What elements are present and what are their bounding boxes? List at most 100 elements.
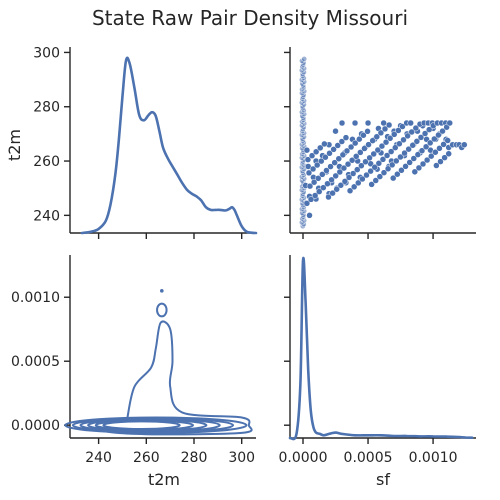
scatter-point bbox=[351, 119, 359, 127]
ytick-label-sf: 0.0005 bbox=[11, 354, 60, 370]
scatter-point bbox=[336, 168, 344, 176]
scatter-point bbox=[355, 179, 362, 187]
scatter-point bbox=[394, 170, 401, 178]
scatter-point bbox=[391, 131, 398, 138]
panel-t2m-kde: 240 260 280 300 bbox=[33, 45, 258, 239]
scatter-point bbox=[338, 138, 346, 145]
chart-title: State Raw Pair Density Missouri bbox=[92, 6, 408, 30]
scatter-point bbox=[310, 178, 318, 186]
panel-sf-kde: 0.0000 0.0005 0.0010 bbox=[279, 255, 476, 466]
scatter-point bbox=[328, 176, 335, 184]
scatter-point bbox=[376, 173, 384, 180]
ytick-label-sf: 0.0010 bbox=[11, 290, 60, 306]
scatter-point bbox=[404, 132, 411, 140]
panel-sf-vs-t2m-scatter bbox=[284, 47, 476, 239]
scatter-point bbox=[422, 143, 430, 151]
scatter-point bbox=[362, 158, 369, 166]
scatter-point bbox=[415, 164, 423, 172]
scatter-point bbox=[410, 155, 418, 162]
scatter-point bbox=[407, 119, 414, 127]
t2m-kde-curve bbox=[80, 56, 258, 235]
scatter-point bbox=[402, 163, 409, 170]
scatter-point bbox=[329, 189, 336, 197]
scatter-point bbox=[381, 125, 389, 133]
scatter-point bbox=[368, 181, 375, 188]
scatter-point bbox=[461, 141, 468, 149]
scatter-point bbox=[325, 193, 332, 201]
scatter-point bbox=[305, 169, 313, 177]
scatter-point bbox=[439, 127, 446, 135]
ytick-label-t2m: 260 bbox=[33, 154, 60, 170]
scatter-point bbox=[308, 152, 316, 159]
scatter-point bbox=[372, 177, 380, 184]
scatter-point bbox=[409, 142, 416, 149]
scatter-point bbox=[370, 150, 377, 158]
scatter-point bbox=[357, 149, 364, 156]
scatter-point bbox=[315, 188, 323, 195]
scatter-point bbox=[436, 145, 443, 152]
scatter-point bbox=[346, 187, 354, 194]
scatter-point bbox=[361, 145, 368, 152]
scatter-point bbox=[365, 141, 372, 148]
scatter-point bbox=[396, 140, 403, 147]
scatter-point bbox=[322, 153, 329, 161]
x-axis-label-right: sf bbox=[376, 470, 390, 489]
scatter-point bbox=[398, 167, 405, 174]
scatter-point bbox=[330, 146, 337, 153]
scatter-point bbox=[377, 129, 385, 137]
xtick-label-t2m: 280 bbox=[181, 450, 208, 466]
scatter-point bbox=[393, 157, 400, 165]
scatter-point bbox=[327, 163, 334, 170]
scatter-point bbox=[331, 159, 338, 166]
scatter-point bbox=[320, 184, 327, 191]
scatter-point bbox=[332, 127, 339, 135]
density-contour bbox=[64, 416, 248, 434]
scatter-point bbox=[324, 180, 331, 188]
ytick-label-t2m: 300 bbox=[33, 45, 60, 61]
scatter-point bbox=[446, 119, 453, 127]
scatter-point bbox=[356, 135, 363, 143]
scatter-point bbox=[344, 160, 352, 168]
scatter-point bbox=[423, 156, 431, 164]
scatter-point bbox=[366, 154, 373, 162]
scatter-point bbox=[306, 182, 314, 190]
scatter-point bbox=[440, 141, 447, 148]
scatter-point bbox=[425, 126, 433, 133]
scatter-point bbox=[399, 123, 406, 130]
scatter-point bbox=[395, 127, 402, 134]
scatter-point bbox=[335, 155, 343, 162]
x-axis-label-left: t2m bbox=[148, 470, 180, 489]
scatter-point bbox=[397, 153, 404, 161]
scatter-point bbox=[380, 169, 388, 176]
scatter-point bbox=[418, 147, 426, 154]
scatter-point bbox=[379, 156, 387, 163]
sf-kde-curve bbox=[288, 256, 474, 441]
scatter-point bbox=[318, 157, 325, 165]
scatter-point bbox=[384, 165, 392, 173]
scatter-point bbox=[304, 156, 312, 163]
scatter-point bbox=[345, 174, 353, 181]
scatter-point bbox=[427, 152, 435, 160]
scatter-point bbox=[374, 146, 382, 154]
scatter-point bbox=[367, 167, 374, 175]
scatter-point bbox=[431, 135, 438, 143]
xtick-label-t2m: 260 bbox=[133, 450, 160, 466]
ytick-label-sf: 0.0000 bbox=[11, 418, 60, 434]
scatter-point bbox=[317, 144, 324, 152]
scatter-point bbox=[432, 148, 439, 156]
scatter-point bbox=[441, 154, 448, 161]
scatter-point bbox=[352, 153, 360, 160]
scatter-point bbox=[383, 152, 391, 159]
scatter-point bbox=[363, 171, 370, 179]
scatter-point bbox=[406, 159, 413, 166]
scatter-point bbox=[334, 142, 341, 149]
scatter-point bbox=[338, 119, 346, 127]
scatter-point bbox=[364, 128, 371, 135]
ytick-label-t2m: 280 bbox=[33, 100, 60, 116]
scatter-point bbox=[433, 162, 440, 169]
scatter-point bbox=[380, 119, 387, 127]
scatter-point bbox=[389, 174, 397, 182]
scatter-point bbox=[411, 168, 419, 176]
scatter-point bbox=[378, 142, 386, 150]
